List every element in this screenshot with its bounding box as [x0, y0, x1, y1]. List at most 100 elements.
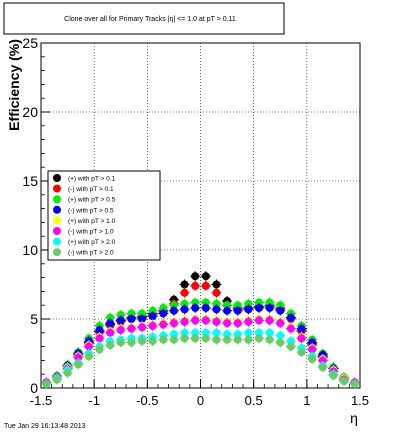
y-tick-label: 10 [22, 242, 38, 258]
data-point [106, 313, 115, 322]
data-point [265, 335, 274, 344]
legend-label: (+) with pT > 0.1 [68, 176, 116, 183]
legend-label: (+) with pT > 1.0 [68, 218, 116, 225]
data-point [201, 272, 210, 281]
data-point [212, 305, 221, 314]
data-point [212, 335, 221, 344]
data-point [318, 363, 327, 372]
data-point [116, 316, 125, 325]
data-point [276, 306, 285, 315]
x-tick-label: 0.5 [245, 393, 263, 408]
data-point [297, 324, 306, 333]
data-point [148, 312, 157, 321]
data-point [52, 375, 61, 384]
data-point [233, 301, 242, 310]
data-point [254, 334, 263, 343]
data-point [191, 334, 200, 343]
y-tick-label: 15 [22, 173, 38, 189]
data-point [201, 298, 210, 307]
data-point [254, 316, 263, 325]
data-point [138, 309, 147, 318]
data-point [191, 272, 200, 281]
chart-title: Clone over all for Primary Tracks |η| <=… [64, 16, 236, 23]
y-tick-label: 5 [30, 311, 38, 327]
data-point [244, 299, 253, 308]
data-point [169, 335, 178, 344]
data-point [180, 328, 189, 337]
data-point [223, 319, 232, 328]
data-point [244, 305, 253, 314]
data-point [106, 328, 115, 337]
plot-area [40, 42, 361, 389]
data-point [212, 328, 221, 337]
data-point [74, 360, 83, 369]
data-point [233, 306, 242, 315]
data-point [42, 379, 51, 388]
x-axis-label: η [350, 410, 358, 426]
data-point [191, 316, 200, 325]
data-point [212, 288, 221, 297]
data-point [201, 334, 210, 343]
legend-marker [53, 237, 61, 246]
footer-timestamp: Tue Jan 29 16:13:48 2013 [4, 423, 86, 430]
title-box: Clone over all for Primary Tracks |η| <=… [3, 2, 285, 35]
data-point [180, 288, 189, 297]
data-point [148, 306, 157, 315]
data-point [95, 326, 104, 335]
legend-label: (-) with pT > 0.5 [68, 207, 114, 214]
data-point [265, 298, 274, 307]
data-point [148, 321, 157, 330]
data-point [180, 317, 189, 326]
data-point [254, 328, 263, 337]
data-point [244, 317, 253, 326]
data-point [127, 315, 136, 323]
data-point [138, 315, 147, 323]
legend-frame [47, 170, 161, 261]
data-point [340, 377, 349, 386]
data-point [116, 326, 125, 335]
series-8 [41, 333, 360, 389]
data-point [254, 303, 263, 312]
data-point [148, 337, 157, 346]
data-point [95, 345, 104, 354]
data-point [329, 371, 338, 380]
data-point [180, 334, 189, 343]
data-point [127, 309, 136, 318]
data-point [233, 319, 242, 328]
data-points [41, 271, 360, 389]
legend: (+) with pT > 0.1 (-) with pT > 0.1 (+) wi… [47, 170, 161, 261]
data-point [84, 352, 93, 361]
data-point [286, 313, 295, 322]
data-point [169, 319, 178, 328]
x-tick-labels: -1.5 -1 -0.5 0 0.5 1 1.5 [30, 393, 369, 408]
data-point [350, 379, 359, 388]
data-point [308, 338, 317, 347]
axis-ticks [40, 42, 361, 389]
data-point [169, 306, 178, 315]
legend-marker [53, 184, 61, 193]
data-point [159, 309, 168, 318]
data-point [244, 335, 253, 344]
data-point [201, 328, 210, 337]
data-point [180, 305, 189, 314]
data-point [106, 319, 115, 328]
data-point [180, 280, 189, 289]
legend-entries: (+) with pT > 0.1 (-) with pT > 0.1 (+) wi… [53, 174, 116, 257]
data-point [201, 316, 210, 325]
data-point [265, 316, 274, 325]
legend-marker [53, 205, 61, 214]
data-point [63, 368, 72, 377]
data-point [233, 330, 242, 339]
data-point [212, 317, 221, 326]
data-point [265, 303, 274, 312]
data-point [223, 301, 232, 310]
data-point [138, 323, 147, 332]
legend-marker [53, 195, 61, 204]
legend-label: (-) with pT > 0.1 [68, 186, 114, 193]
y-axis-label: Efficiency (%) [6, 39, 22, 131]
data-point [244, 328, 253, 337]
data-point [169, 301, 178, 310]
data-point [74, 353, 83, 362]
legend-label: (-) with pT > 2.0 [68, 250, 114, 257]
